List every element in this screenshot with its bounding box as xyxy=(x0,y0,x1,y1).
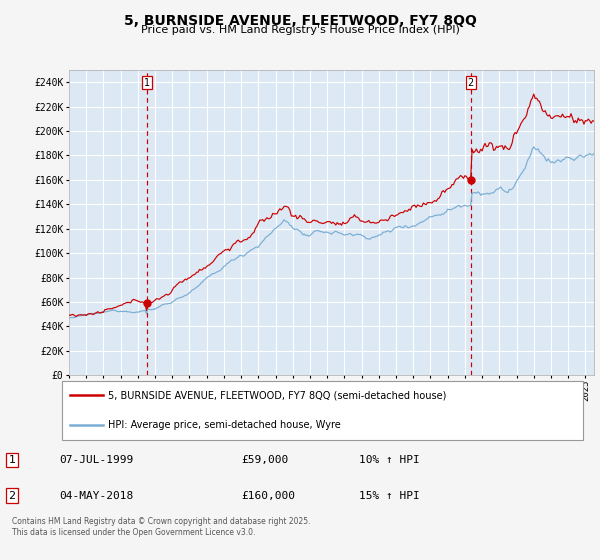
Text: 07-JUL-1999: 07-JUL-1999 xyxy=(59,455,133,465)
Text: 04-MAY-2018: 04-MAY-2018 xyxy=(59,491,133,501)
Text: £160,000: £160,000 xyxy=(241,491,295,501)
Text: HPI: Average price, semi-detached house, Wyre: HPI: Average price, semi-detached house,… xyxy=(108,420,341,430)
Text: £59,000: £59,000 xyxy=(241,455,289,465)
Text: 15% ↑ HPI: 15% ↑ HPI xyxy=(359,491,419,501)
Text: Contains HM Land Registry data © Crown copyright and database right 2025.
This d: Contains HM Land Registry data © Crown c… xyxy=(12,517,310,536)
Text: 5, BURNSIDE AVENUE, FLEETWOOD, FY7 8QQ: 5, BURNSIDE AVENUE, FLEETWOOD, FY7 8QQ xyxy=(124,14,476,28)
Text: 1: 1 xyxy=(144,78,150,87)
Text: 2: 2 xyxy=(8,491,16,501)
Text: 1: 1 xyxy=(8,455,16,465)
Text: Price paid vs. HM Land Registry's House Price Index (HPI): Price paid vs. HM Land Registry's House … xyxy=(140,25,460,35)
Text: 10% ↑ HPI: 10% ↑ HPI xyxy=(359,455,419,465)
Text: 5, BURNSIDE AVENUE, FLEETWOOD, FY7 8QQ (semi-detached house): 5, BURNSIDE AVENUE, FLEETWOOD, FY7 8QQ (… xyxy=(108,390,446,400)
FancyBboxPatch shape xyxy=(62,381,583,440)
Text: 2: 2 xyxy=(467,78,474,87)
